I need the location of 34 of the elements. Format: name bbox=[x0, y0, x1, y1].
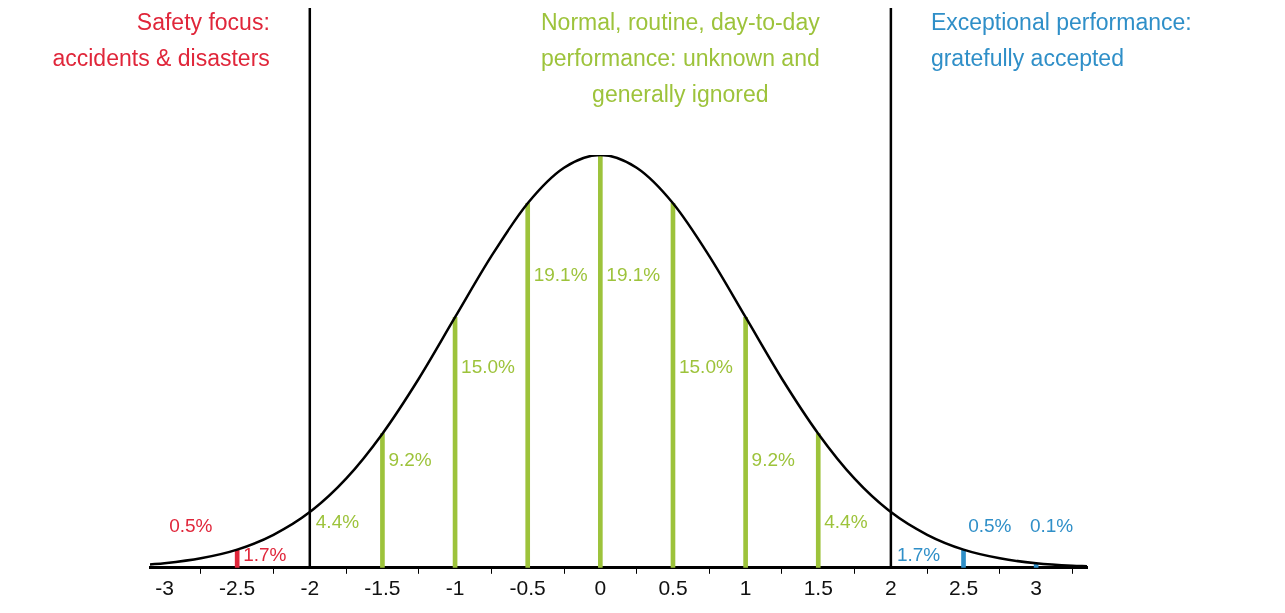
x-tick-label: -0.5 bbox=[509, 576, 546, 600]
x-tick-label: -2 bbox=[300, 576, 320, 600]
x-tick-label: -2.5 bbox=[219, 576, 256, 600]
text: Safety focus: accidents & disasters bbox=[52, 8, 270, 71]
annotation: 0.5% bbox=[169, 514, 213, 536]
x-tick-label: -1.5 bbox=[364, 576, 401, 600]
x-tick-label: 0.5 bbox=[658, 576, 688, 600]
text: Exceptional performance: gratefully accepted bbox=[930, 8, 1192, 71]
annotation: 0.5% bbox=[968, 514, 1012, 536]
x-tick-label: 3 bbox=[1030, 576, 1042, 600]
x-tick-label: 1 bbox=[739, 576, 752, 600]
x-tick-label: 1.5 bbox=[803, 576, 833, 600]
annotation: 15.0% bbox=[678, 355, 733, 377]
bar bbox=[815, 433, 821, 568]
annotation: 9.2% bbox=[388, 448, 432, 470]
x-tick-label: -3 bbox=[155, 576, 174, 600]
annotation: 4.4% bbox=[315, 511, 360, 533]
annotation: 9.2% bbox=[751, 448, 796, 470]
annotation: 15.0% bbox=[461, 355, 516, 377]
annotation: 19.1% bbox=[533, 264, 588, 286]
bar bbox=[380, 433, 385, 568]
bar bbox=[743, 316, 748, 568]
annotation: 0.1% bbox=[1029, 514, 1074, 536]
annotation: 19.1% bbox=[606, 264, 661, 286]
x-tick-label: 2 bbox=[885, 576, 897, 600]
bar bbox=[525, 202, 531, 568]
x-tick-label: 2.5 bbox=[948, 576, 979, 600]
annotation: 1.7% bbox=[243, 543, 287, 565]
annotation: 1.7% bbox=[896, 543, 941, 565]
text: Normal, routine, day-to-day performance: unknown and generally ignored bbox=[540, 8, 821, 107]
bar bbox=[598, 155, 603, 568]
x-tick-label: -1 bbox=[445, 576, 465, 600]
annotation: 4.4% bbox=[824, 511, 868, 533]
x-tick-label: 0 bbox=[594, 576, 607, 600]
